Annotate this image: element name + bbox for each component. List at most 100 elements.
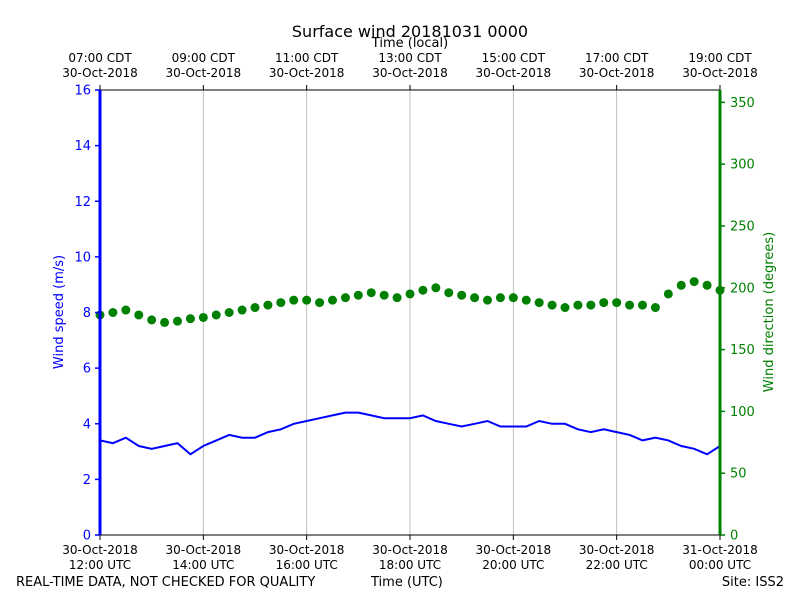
- bottom-tick-date: 30-Oct-2018: [166, 543, 242, 557]
- bottom-tick-date: 30-Oct-2018: [62, 543, 138, 557]
- wind-direction-point: [237, 305, 247, 315]
- tick-labels: 0 2 4 6 8 10 12 14 16 0 50 100 150 200 250 300 350 30-Oct…: [62, 51, 758, 572]
- bottom-tick-date: 30-Oct-2018: [269, 543, 345, 557]
- bottom-tick-time: 00:00 UTC: [689, 558, 751, 572]
- wind-direction-point: [353, 290, 363, 300]
- wind-direction-point: [457, 290, 467, 300]
- wind-direction-point: [702, 280, 712, 290]
- wind-speed-series: [99, 411, 721, 456]
- wind-direction-series: [95, 277, 725, 327]
- wind-direction-point: [431, 283, 441, 293]
- left-tick-label: 16: [74, 84, 91, 99]
- bottom-tick-time: 16:00 UTC: [276, 558, 338, 572]
- right-tick-label: 50: [730, 467, 747, 482]
- bottom-tick-time: 12:00 UTC: [69, 558, 131, 572]
- wind-direction-point: [612, 298, 622, 308]
- wind-direction-point: [185, 314, 195, 324]
- wind-direction-point: [392, 293, 402, 303]
- right-axis-label: Wind direction (degrees): [762, 232, 777, 392]
- wind-direction-point: [521, 295, 531, 305]
- wind-direction-point: [276, 298, 286, 308]
- top-axis-label: Time (local): [371, 36, 448, 51]
- wind-speed-line: [99, 411, 721, 456]
- wind-direction-point: [160, 317, 170, 327]
- left-tick-label: 4: [83, 417, 91, 432]
- top-tick-date: 30-Oct-2018: [682, 66, 758, 80]
- top-tick-date: 30-Oct-2018: [166, 66, 242, 80]
- wind-direction-point: [573, 300, 583, 310]
- left-tick-label: 12: [74, 195, 91, 210]
- wind-direction-point: [508, 293, 518, 303]
- wind-direction-point: [328, 295, 337, 305]
- top-tick-date: 30-Oct-2018: [372, 66, 448, 80]
- wind-direction-point: [263, 300, 273, 310]
- wind-direction-point: [418, 285, 428, 295]
- chart-title: Surface wind 20181031 0000: [292, 22, 528, 41]
- top-tick-time: 09:00 CDT: [172, 51, 236, 65]
- top-tick-date: 30-Oct-2018: [269, 66, 345, 80]
- top-tick-time: 19:00 CDT: [688, 51, 752, 65]
- right-tick-label: 150: [730, 343, 755, 358]
- top-tick-time: 17:00 CDT: [585, 51, 649, 65]
- wind-direction-point: [483, 295, 492, 305]
- top-tick-date: 30-Oct-2018: [62, 66, 138, 80]
- right-tick-label: 0: [730, 529, 738, 544]
- wind-direction-point: [134, 310, 144, 320]
- wind-direction-point: [534, 298, 544, 308]
- right-tick-label: 200: [730, 281, 755, 296]
- wind-direction-point: [676, 280, 686, 290]
- bottom-tick-time: 22:00 UTC: [586, 558, 648, 572]
- bottom-tick-time: 14:00 UTC: [172, 558, 234, 572]
- wind-direction-point: [198, 312, 208, 322]
- wind-direction-point: [495, 293, 505, 303]
- wind-direction-point: [405, 289, 415, 299]
- wind-direction-point: [689, 277, 699, 287]
- wind-direction-point: [147, 315, 157, 325]
- wind-direction-point: [650, 303, 660, 313]
- wind-direction-point: [340, 293, 350, 303]
- bottom-tick-date: 30-Oct-2018: [476, 543, 552, 557]
- wind-direction-point: [302, 295, 312, 305]
- wind-direction-point: [250, 303, 260, 313]
- left-tick-label: 8: [83, 306, 91, 321]
- wind-direction-point: [444, 288, 454, 298]
- left-axis-label: Wind speed (m/s): [52, 255, 67, 369]
- bottom-tick-time: 18:00 UTC: [379, 558, 441, 572]
- top-tick-time: 07:00 CDT: [68, 51, 132, 65]
- left-tick-label: 14: [74, 139, 91, 154]
- wind-direction-point: [663, 289, 673, 299]
- wind-direction-point: [108, 308, 118, 317]
- wind-direction-point: [625, 300, 635, 310]
- bottom-tick-time: 20:00 UTC: [482, 558, 544, 572]
- x-axis-label: Time (UTC): [371, 575, 443, 590]
- top-tick-date: 30-Oct-2018: [579, 66, 655, 80]
- wind-direction-point: [315, 298, 325, 308]
- top-tick-time: 13:00 CDT: [378, 51, 442, 65]
- bottom-tick-date: 31-Oct-2018: [682, 543, 758, 557]
- quality-disclaimer: REAL-TIME DATA, NOT CHECKED FOR QUALITY: [16, 575, 316, 590]
- right-tick-label: 300: [730, 158, 755, 173]
- wind-direction-point: [599, 298, 609, 308]
- wind-direction-point: [121, 305, 131, 315]
- site-label: Site: ISS2: [721, 575, 784, 590]
- wind-direction-point: [211, 310, 221, 320]
- wind-direction-point: [547, 300, 557, 310]
- wind-direction-point: [638, 300, 647, 310]
- wind-direction-point: [224, 308, 234, 317]
- right-tick-label: 250: [730, 219, 755, 234]
- vertical-grid: [99, 90, 721, 535]
- wind-direction-point: [289, 295, 299, 305]
- bottom-tick-date: 30-Oct-2018: [579, 543, 655, 557]
- left-tick-label: 6: [83, 362, 91, 377]
- right-tick-label: 100: [730, 405, 755, 420]
- wind-direction-point: [470, 293, 480, 303]
- wind-direction-point: [173, 316, 182, 326]
- right-tick-label: 350: [730, 96, 755, 111]
- left-tick-label: 0: [83, 529, 91, 544]
- axes: [95, 85, 725, 540]
- wind-direction-point: [379, 290, 389, 300]
- top-tick-date: 30-Oct-2018: [476, 66, 552, 80]
- top-tick-time: 11:00 CDT: [275, 51, 339, 65]
- top-tick-time: 15:00 CDT: [482, 51, 546, 65]
